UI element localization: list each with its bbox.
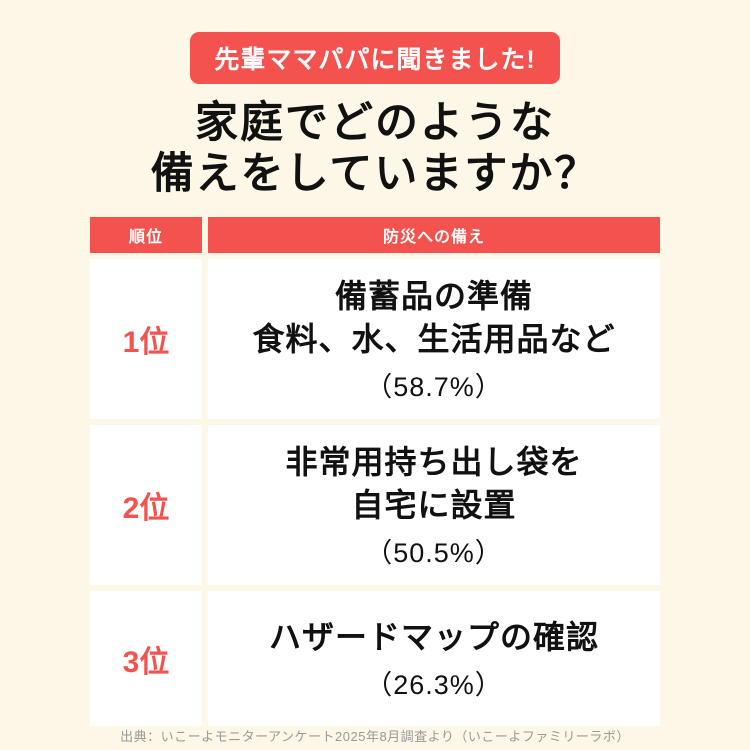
badge-label: 先輩ママパパに聞きました! (214, 46, 536, 74)
item-text: ハザードマップの確認 (268, 618, 599, 655)
title-line-1: 家庭でどのような (195, 99, 555, 147)
item-cell-3: ハザードマップの確認 （26.3%） (208, 591, 660, 727)
column-header-rank: 順位 (90, 217, 202, 254)
item-cell-1: 備蓄品の準備 食料、水、生活用品など （58.7%） (208, 259, 660, 420)
page-title: 家庭でどのような 備えをしていますか？ (151, 98, 600, 199)
rank-cell-3: 3位 (90, 591, 202, 727)
percent-text: （58.7%） (365, 372, 503, 403)
rank-cell-2: 2位 (90, 425, 202, 586)
item-text: 備蓄品の準備 (334, 277, 533, 314)
header-badge: 先輩ママパパに聞きました! (190, 32, 560, 84)
ranking-table: 順位 防災への備え 1位 備蓄品の準備 食料、水、生活用品など （58.7%） … (90, 217, 660, 727)
item-text: 食料、水、生活用品など (252, 320, 616, 357)
column-header-item: 防災への備え (208, 217, 660, 254)
item-text: 自宅に設置 (351, 486, 517, 523)
source-note: 出典：いこーよモニターアンケート2025年8月調査より（いこーよファミリーラボ） (120, 729, 630, 745)
percent-text: （26.3%） (365, 670, 503, 701)
rank-cell-1: 1位 (90, 259, 202, 420)
item-text: 非常用持ち出し袋を (285, 443, 583, 480)
percent-text: （50.5%） (365, 538, 503, 569)
title-line-2: 備えをしていますか？ (150, 149, 600, 198)
item-cell-2: 非常用持ち出し袋を 自宅に設置 （50.5%） (208, 425, 660, 586)
